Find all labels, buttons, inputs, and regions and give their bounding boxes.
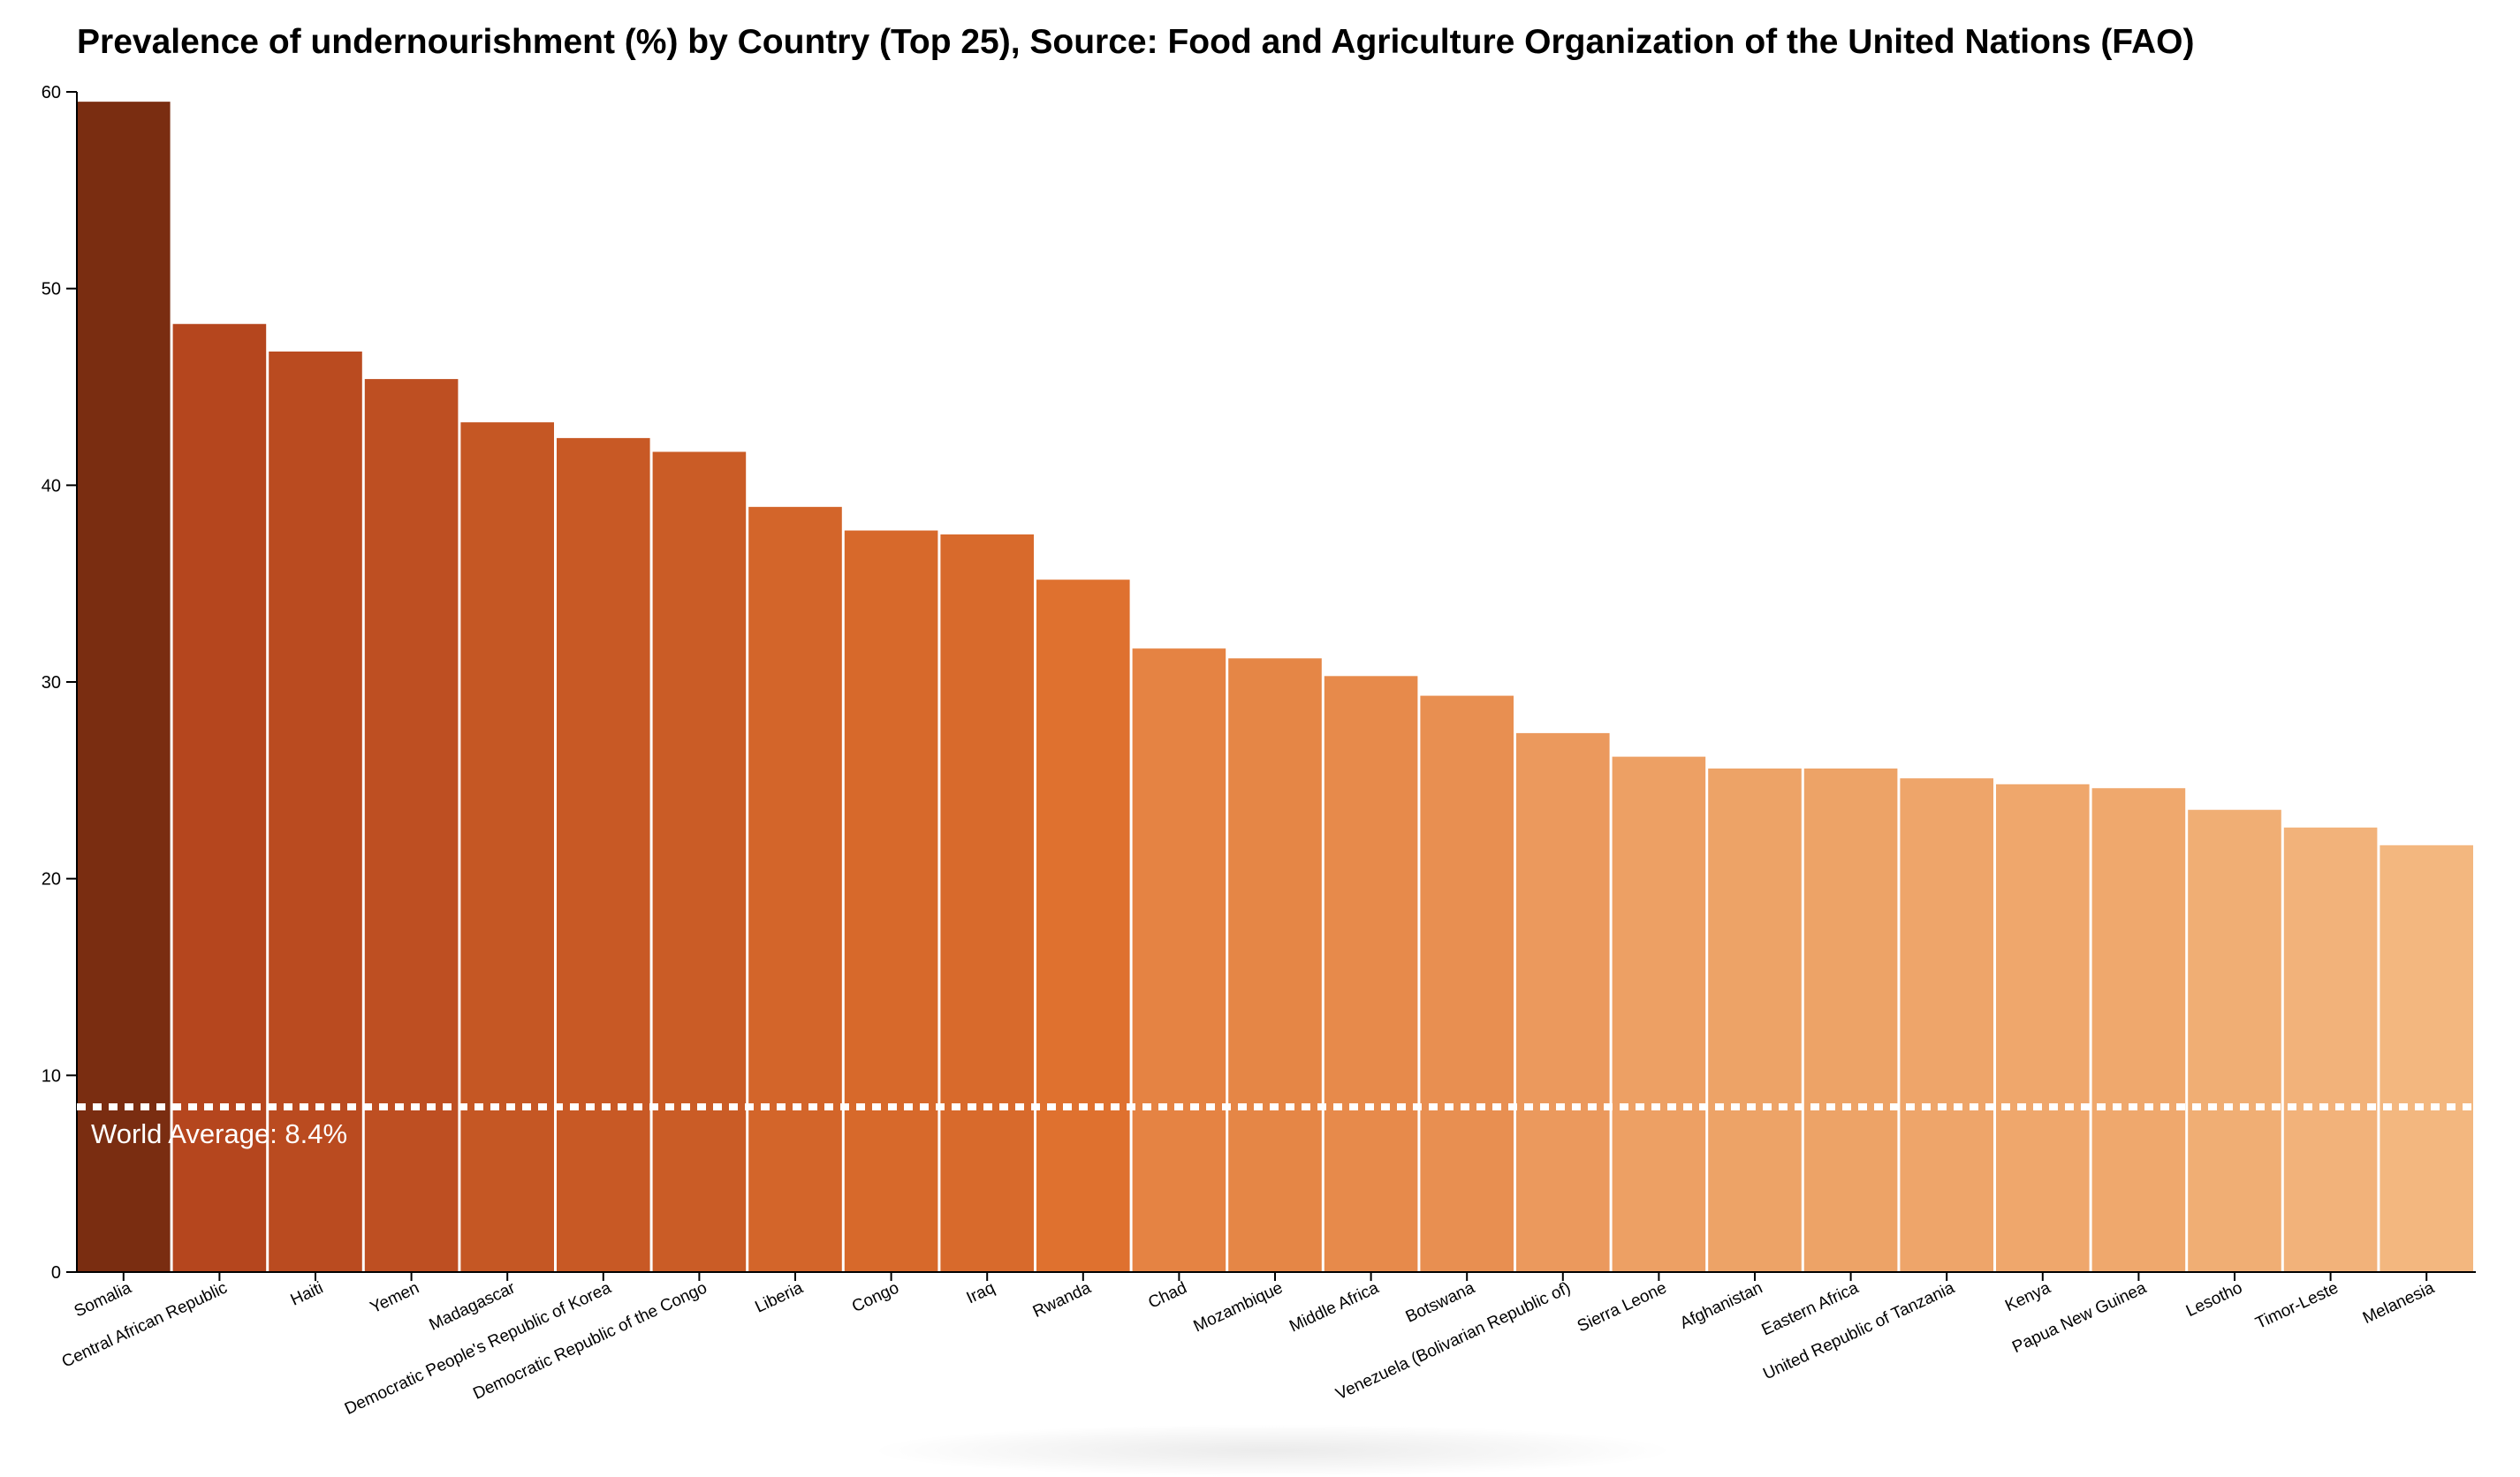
x-tick-label: Sierra Leone bbox=[1575, 1278, 1669, 1336]
y-tick-label: 0 bbox=[51, 1263, 61, 1283]
y-tick-label: 10 bbox=[42, 1066, 61, 1086]
x-tick-label: Chad bbox=[1145, 1278, 1189, 1312]
bar bbox=[77, 102, 171, 1273]
x-tick-label: Rwanda bbox=[1030, 1278, 1094, 1322]
bar bbox=[364, 379, 459, 1272]
bar bbox=[2380, 845, 2473, 1272]
bar bbox=[1516, 732, 1610, 1272]
x-tick-label: Iraq bbox=[964, 1278, 998, 1307]
bar bbox=[1803, 768, 1898, 1272]
x-tick-label: Lesotho bbox=[2183, 1278, 2245, 1321]
bar bbox=[1420, 695, 1514, 1272]
x-tick-label: Congo bbox=[849, 1278, 902, 1316]
bar bbox=[1228, 658, 1322, 1272]
bar bbox=[940, 534, 1034, 1272]
bar bbox=[844, 530, 938, 1272]
bar bbox=[1612, 756, 1706, 1272]
bar bbox=[557, 437, 650, 1273]
bar bbox=[1996, 784, 2090, 1272]
bar bbox=[1324, 676, 1418, 1272]
bar bbox=[1132, 648, 1226, 1272]
bar bbox=[2188, 809, 2281, 1272]
x-tick-label: Somalia bbox=[72, 1278, 134, 1321]
bar bbox=[460, 422, 554, 1273]
x-tick-label: Middle Africa bbox=[1287, 1278, 1382, 1336]
x-tick-label: Timor-Leste bbox=[2253, 1278, 2342, 1333]
bottom-shadow bbox=[866, 1424, 1679, 1477]
x-tick-label: Kenya bbox=[2002, 1278, 2053, 1315]
bar bbox=[1900, 778, 1993, 1272]
x-tick-label: Botswana bbox=[1403, 1278, 1478, 1326]
y-tick-label: 20 bbox=[42, 870, 61, 890]
x-tick-label: Haiti bbox=[288, 1278, 326, 1309]
x-tick-label: Melanesia bbox=[2360, 1278, 2438, 1328]
x-tick-label: Afghanistan bbox=[1677, 1278, 1765, 1332]
bar bbox=[269, 351, 362, 1272]
bar bbox=[1036, 579, 1130, 1272]
y-tick-label: 40 bbox=[42, 476, 61, 496]
bar bbox=[2091, 788, 2186, 1272]
y-tick-label: 30 bbox=[42, 673, 61, 693]
x-tick-label: Liberia bbox=[753, 1278, 807, 1316]
x-tick-label: Yemen bbox=[368, 1278, 422, 1317]
bar bbox=[748, 506, 842, 1272]
y-tick-label: 50 bbox=[42, 280, 61, 299]
bar bbox=[652, 451, 747, 1273]
x-tick-label: Central African Republic bbox=[59, 1278, 231, 1371]
y-tick-label: 60 bbox=[42, 83, 61, 102]
chart-title: Prevalence of undernourishment (%) by Co… bbox=[77, 23, 2195, 61]
bar bbox=[172, 323, 267, 1272]
world-average-label: World Average: 8.4% bbox=[91, 1118, 347, 1149]
x-tick-label: Mozambique bbox=[1191, 1278, 1286, 1336]
bar bbox=[2283, 827, 2378, 1272]
bar bbox=[1708, 768, 1802, 1272]
